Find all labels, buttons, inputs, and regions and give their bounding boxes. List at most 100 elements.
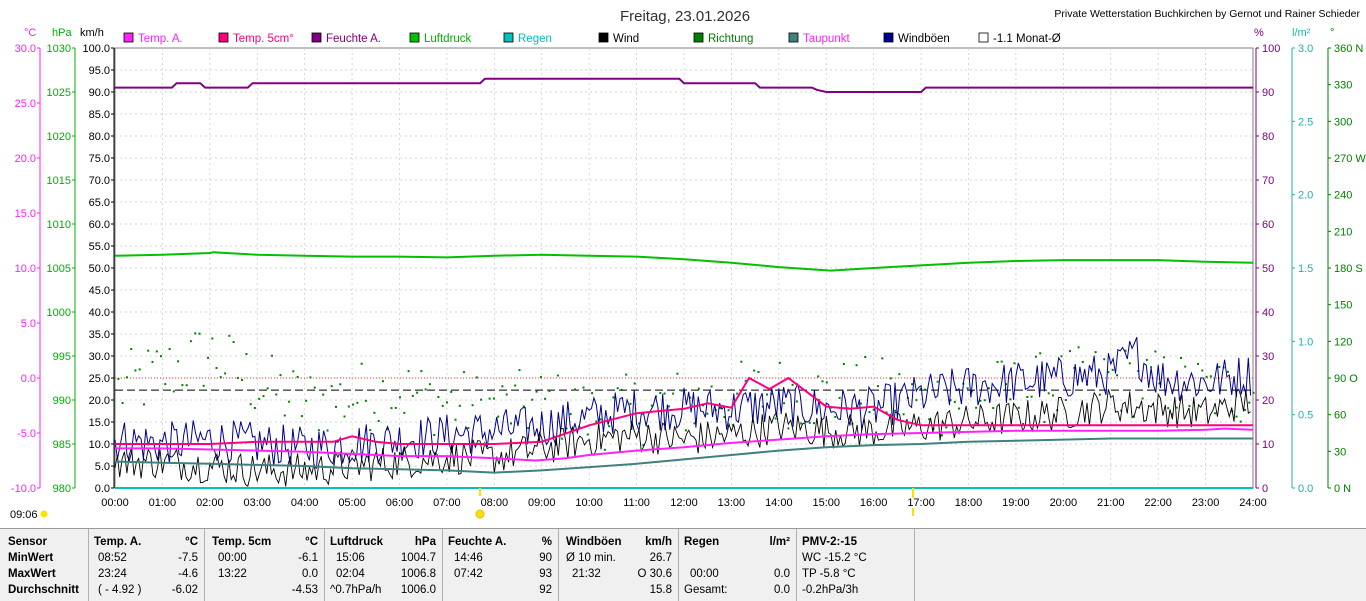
direction-dot [1167, 407, 1170, 410]
x-tick-label: 01:00 [149, 497, 177, 509]
direction-dot [569, 413, 572, 416]
direction-dot [433, 434, 436, 436]
left-tick-label: 75.0 [89, 153, 110, 165]
humidity-header: Feuchte A. [448, 536, 507, 548]
rain-max: 0.0 [774, 568, 790, 580]
direction-dot [676, 372, 679, 375]
direction-dot [923, 388, 926, 391]
right-tick-label: 360 N [1334, 43, 1363, 55]
direction-dot [441, 404, 444, 407]
temp-a-min: -7.5 [178, 552, 198, 564]
right-tick-label: 270 W [1334, 153, 1366, 165]
direction-dot [292, 370, 295, 373]
direction-dot [1235, 415, 1238, 418]
right-tick-label: 2.5 [1298, 116, 1313, 128]
left-tick-label: 30.0 [15, 43, 36, 55]
right-tick-label: 1.5 [1298, 263, 1313, 275]
left-tick-label: 1015 [47, 175, 71, 187]
left-tick-label: -5.0 [17, 428, 36, 440]
direction-dot [117, 377, 120, 380]
left-tick-label: 25.0 [15, 98, 36, 110]
direction-dot [300, 415, 303, 418]
direction-dot [625, 373, 628, 376]
direction-dot [864, 356, 867, 358]
direction-dot [787, 427, 790, 430]
direction-dot [813, 422, 815, 425]
direction-dot [177, 360, 180, 363]
direction-dot [868, 411, 871, 414]
direction-dot [539, 376, 542, 379]
gust-avg: 15.8 [649, 584, 672, 596]
right-tick-label: 0.0 [1298, 483, 1313, 495]
direction-dot [821, 380, 824, 383]
direction-dot [475, 376, 478, 379]
direction-dot [467, 427, 470, 429]
sunrise-icon [475, 509, 485, 519]
rain-unit: l/m² [769, 536, 790, 548]
row-label-max: MaxWert [8, 568, 56, 580]
direction-dot [885, 411, 888, 414]
direction-dot [783, 402, 786, 405]
direction-dot [1116, 374, 1118, 377]
humidity-min: 90 [539, 552, 552, 564]
direction-dot [1009, 398, 1012, 401]
direction-dot [612, 396, 615, 399]
direction-dot [710, 385, 713, 388]
axis-units: °C hPa km/h% l/m² ° [24, 27, 1334, 39]
direction-dot [228, 334, 231, 337]
x-tick-label: 14:00 [765, 497, 793, 509]
temp-5-unit: °C [305, 536, 318, 548]
direction-dot [603, 448, 606, 451]
left-tick-label: 15.0 [89, 417, 110, 429]
rain-max-time: 00:00 [690, 568, 719, 580]
temp-a-avg-note: ( - 4.92 ) [98, 584, 142, 596]
direction-dot [514, 384, 517, 387]
direction-dot [1124, 349, 1127, 352]
x-tick-label: 13:00 [718, 497, 746, 509]
humidity-avg: 92 [539, 584, 552, 596]
axis-unit-left-1: hPa [52, 27, 72, 39]
x-tick-label: 20:00 [1050, 497, 1078, 509]
direction-dot [877, 385, 879, 388]
direction-dot [463, 371, 465, 374]
direction-dot [855, 364, 858, 367]
direction-dot [411, 394, 414, 397]
direction-dot [296, 375, 299, 378]
direction-dot [181, 384, 184, 387]
temp-5-min: -6.1 [298, 552, 318, 564]
direction-dot [437, 396, 440, 398]
direction-dot [1005, 383, 1007, 386]
legend-label: Feuchte A. [326, 33, 381, 45]
x-tick-label: 12:00 [670, 497, 698, 509]
direction-dot [309, 376, 312, 379]
direction-dot [1150, 366, 1153, 369]
x-tick-label: 11:00 [623, 497, 650, 509]
axis-unit-left-2: km/h [80, 27, 104, 39]
x-tick-label: 10:00 [575, 497, 603, 509]
legend-label: Wind [613, 33, 639, 45]
direction-dot [774, 417, 777, 420]
pressure-avg: 1006.0 [400, 584, 436, 596]
right-tick-label: 1.0 [1298, 336, 1313, 348]
direction-dot [1064, 399, 1067, 401]
direction-dot [667, 405, 670, 408]
direction-dot [1244, 408, 1246, 411]
left-tick-label: 90.0 [89, 87, 110, 99]
direction-dot [766, 393, 768, 396]
direction-dot [249, 403, 252, 406]
sun-icon [40, 510, 48, 518]
stats-col-pmv: PMV-2:-15 WC -15.2 °C TP -5.8 °C -0.2hPa… [796, 529, 915, 601]
legend-label: Temp. A. [138, 33, 183, 45]
right-tick-label: 2.0 [1298, 190, 1313, 202]
direction-dot [241, 379, 244, 381]
legend: Temp. A. Temp. 5cm° Feuchte A. Luftdruck Reg… [123, 32, 1061, 45]
axis-unit-right-1: l/m² [1292, 27, 1311, 39]
direction-dot [1201, 369, 1204, 372]
right-tick-label: 70 [1262, 175, 1274, 187]
x-tick-label: 19:00 [1002, 497, 1030, 509]
legend-label: Windböen [898, 33, 950, 45]
weather-chart: Freitag, 23.01.2026 Private Wetterstatio… [10, 8, 1366, 521]
direction-dot [1030, 395, 1033, 398]
direction-dot [1205, 375, 1208, 378]
direction-dot [343, 415, 346, 418]
